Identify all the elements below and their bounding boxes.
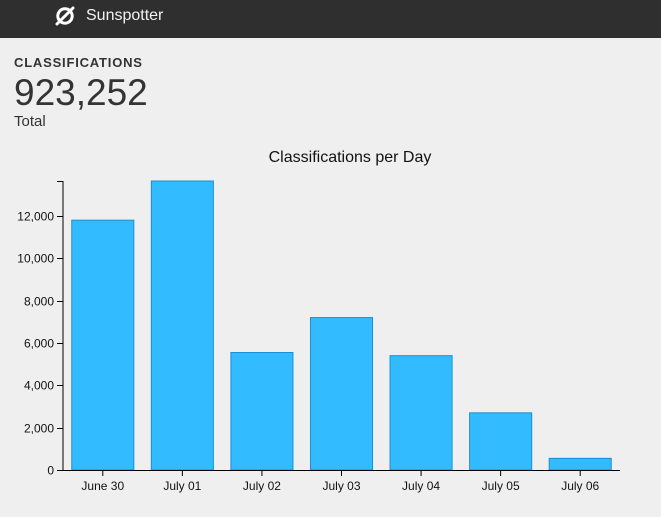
y-tick-label: 12,000 — [17, 210, 54, 224]
chart-title: Classifications per Day — [269, 149, 432, 166]
bar-july-02[interactable] — [230, 351, 294, 471]
y-tick-label: 8,000 — [24, 295, 54, 309]
x-tick-label: July 03 — [322, 479, 360, 493]
y-axis: 0 2,000 4,000 6,000 8,000 10,000 12,000 — [17, 181, 64, 478]
brand-home-link[interactable]: Sunspotter — [54, 4, 163, 28]
bar-july-01[interactable] — [150, 180, 214, 471]
y-tick-label: 10,000 — [17, 252, 54, 266]
top-navigation-bar: Sunspotter — [0, 0, 661, 38]
stat-sublabel: Total — [14, 113, 46, 130]
x-axis: June 30 July 01 July 02 July 03 July 04 July … — [63, 470, 620, 493]
x-tick-label: July 02 — [243, 479, 281, 493]
bar-july-05[interactable] — [469, 412, 533, 471]
bar-july-04[interactable] — [389, 355, 453, 471]
classifications-chart: Classifications per Day 0 2,000 4,000 6,000… — [0, 140, 661, 510]
y-tick-label: 2,000 — [24, 422, 54, 436]
stat-label: CLASSIFICATIONS — [14, 55, 143, 70]
classifications-stat: CLASSIFICATIONS 923,252 Total — [14, 55, 148, 131]
sunspotter-logo-icon — [54, 5, 76, 27]
bar-july-06[interactable] — [548, 457, 612, 471]
bar-july-03[interactable] — [309, 317, 374, 471]
bar-june-30[interactable] — [71, 219, 135, 471]
x-tick-label: July 06 — [561, 479, 599, 493]
bar-chart-svg: Classifications per Day 0 2,000 4,000 6,000… — [17, 149, 620, 493]
x-tick-label: July 04 — [402, 479, 440, 493]
x-tick-label: July 05 — [482, 479, 520, 493]
y-tick-label: 4,000 — [24, 379, 54, 393]
x-tick-label: July 01 — [163, 479, 201, 493]
y-tick-label: 0 — [47, 464, 54, 478]
x-tick-label: June 30 — [81, 479, 124, 493]
bars-group — [71, 180, 612, 471]
stat-value: 923,252 — [14, 72, 148, 113]
y-tick-label: 6,000 — [24, 337, 54, 351]
app-name: Sunspotter — [86, 7, 164, 24]
